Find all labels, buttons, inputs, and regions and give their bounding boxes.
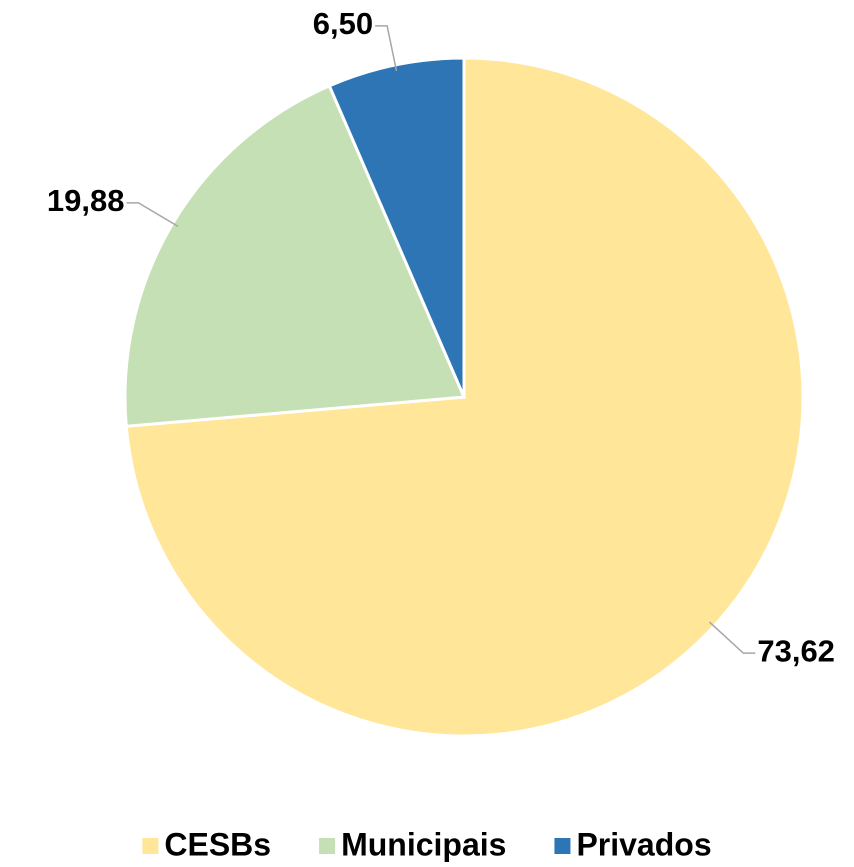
legend-swatch — [142, 838, 159, 854]
legend-swatch — [319, 838, 336, 854]
data-label: 19,88 — [47, 183, 125, 218]
leader-line — [126, 202, 179, 228]
legend-label: Privados — [576, 826, 711, 862]
leader-line — [375, 25, 398, 72]
data-label: 6,50 — [313, 6, 373, 41]
leader-line — [708, 621, 756, 654]
legend-label: CESBs — [164, 826, 271, 862]
legend: CESBs Municipais Privados — [142, 826, 712, 862]
data-label: 73,62 — [757, 633, 835, 668]
legend-swatch — [554, 838, 571, 854]
legend-label: Municipais — [341, 826, 506, 862]
